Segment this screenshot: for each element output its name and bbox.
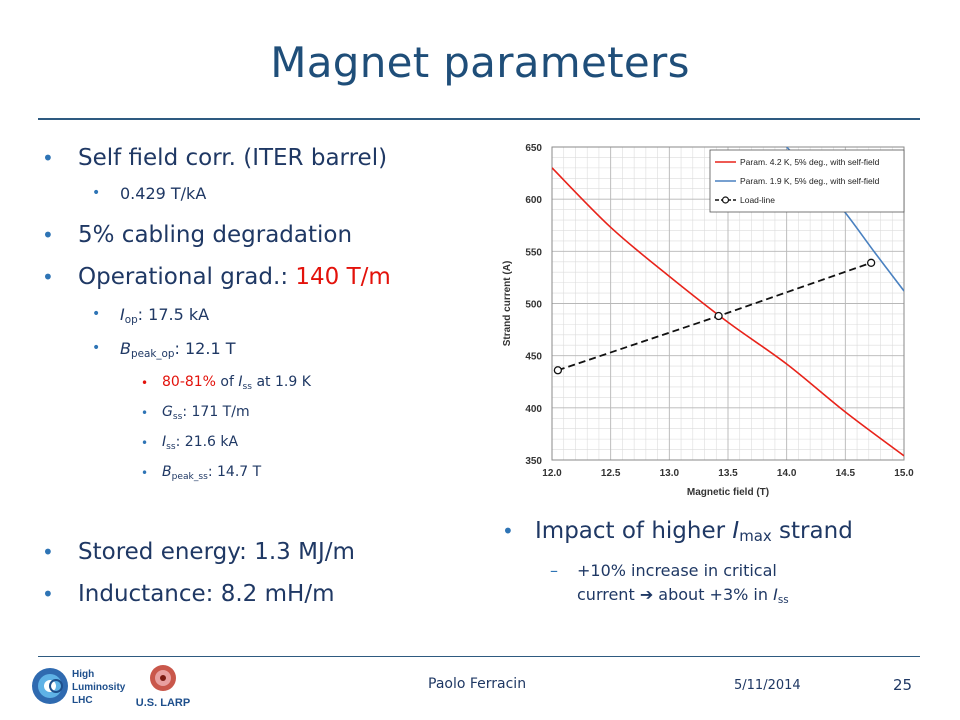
x-tick-label: 12.5 — [601, 468, 621, 479]
x-tick-label: 13.5 — [718, 468, 738, 479]
bullet-dot: • — [92, 340, 101, 356]
fraction-tail: at 1.9 K — [252, 374, 311, 390]
detail-prefix: current — [577, 585, 640, 604]
detail-line-1: +10% increase in critical — [577, 561, 777, 580]
iss-symbol: I — [162, 434, 167, 450]
plot-area-border — [551, 146, 905, 461]
legend-marker — [721, 196, 730, 204]
bullet-dot: • — [42, 265, 54, 289]
gss-symbol: G — [162, 404, 173, 420]
high-luminosity-lhc-logo: High Luminosity LHC — [32, 668, 126, 706]
bullet-dot: • — [141, 406, 149, 420]
legend-label: Param. 1.9 K, 5% deg., with self-field — [740, 176, 880, 186]
iss-value: : 21.6 kA — [175, 434, 239, 450]
load-line-point — [553, 366, 563, 375]
op-grad-value: 140 T/m — [295, 264, 391, 290]
bullet-dot: • — [141, 436, 149, 450]
bullet-self-field-value: 0.429 T/kA — [120, 184, 207, 203]
gss-subscript: ss — [172, 412, 183, 422]
bullet-gss: Gss: 171 T/m — [162, 404, 250, 422]
critical-current-chart: 12.0 12.5 13.0 13.5 14.0 14.5 15.0 350 400 450 500… — [502, 143, 914, 498]
bullet-op-grad: Operational grad.: 140 T/m — [78, 264, 391, 290]
bss-value: : 14.7 T — [207, 464, 262, 480]
y-axis-label: Strand current (A) — [502, 261, 513, 347]
fraction-subscript: ss — [242, 382, 253, 392]
dash-marker: – — [550, 561, 558, 580]
bullet-self-field: Self field corr. (ITER barrel) — [78, 145, 388, 171]
bpeak-value: : 12.1 T — [174, 339, 236, 358]
y-tick-label: 600 — [525, 195, 542, 206]
legend-label: Load-line — [740, 195, 775, 205]
x-axis-label: Magnetic field (T) — [687, 487, 769, 498]
gss-value: : 171 T/m — [182, 404, 250, 420]
page-title: Magnet parameters — [270, 38, 690, 87]
op-grad-label: Operational grad.: — [78, 264, 296, 290]
x-tick-label: 14.0 — [777, 468, 797, 479]
bullet-iss: Iss: 21.6 kA — [162, 434, 238, 452]
y-tick-label: 350 — [525, 456, 542, 467]
bpeak-subscript: peak_op — [130, 348, 175, 360]
legend-box — [709, 149, 905, 213]
detail-line-2: current ➔ about +3% in Iss — [577, 585, 789, 606]
fraction-symbol: I — [238, 374, 243, 390]
arrow-icon: ➔ — [639, 585, 654, 604]
x-tick-label: 15.0 — [894, 468, 914, 479]
detail-symbol: I — [773, 585, 778, 604]
bullet-bpeak-op: Bpeak_op: 12.1 T — [120, 339, 235, 360]
impact-symbol: I — [732, 518, 740, 544]
legend-label: Param. 4.2 K, 5% deg., with self-field — [740, 157, 880, 167]
load-line-point — [866, 258, 876, 267]
footer-author: Paolo Ferracin — [428, 676, 527, 692]
x-tick-label: 13.0 — [660, 468, 680, 479]
svg-text:U.S. LARP: U.S. LARP — [136, 697, 190, 709]
footer-date: 5/11/2014 — [734, 678, 801, 693]
x-tick-label: 14.5 — [836, 468, 856, 479]
iop-symbol: I — [120, 305, 125, 324]
bullet-dot: • — [141, 376, 149, 390]
impact-subscript: max — [739, 527, 772, 545]
iop-subscript: op — [124, 314, 138, 326]
y-tick-label: 550 — [525, 247, 542, 258]
iss-subscript: ss — [166, 442, 176, 452]
bss-subscript: peak_ss — [171, 472, 208, 482]
us-larp-logo: U.S. LARP — [136, 665, 190, 709]
bullet-bpeak-ss: Bpeak_ss: 14.7 T — [162, 464, 261, 482]
series-line-param-4-2-k-5-deg-with-self-field — [552, 167, 904, 457]
impact-prefix: Impact of higher — [535, 518, 733, 544]
fraction-value: 80-81% — [162, 374, 216, 390]
bpeak-symbol: B — [120, 339, 131, 358]
load-line-point — [714, 311, 723, 321]
bullet-dot: • — [42, 582, 54, 606]
bullet-fraction: 80-81% of Iss at 1.9 K — [162, 374, 311, 392]
y-tick-label: 500 — [525, 300, 542, 311]
bullet-dot: • — [92, 185, 101, 201]
iop-value: : 17.5 kA — [137, 305, 210, 324]
detail-middle: about +3% in — [653, 585, 774, 604]
bullet-impact: Impact of higher Imax strand — [535, 518, 853, 545]
title-divider — [38, 118, 920, 120]
bullet-dot: • — [42, 540, 54, 564]
fraction-of: of — [215, 374, 239, 390]
y-tick-label: 400 — [525, 404, 542, 415]
bullet-dot: • — [42, 146, 54, 170]
y-tick-label: 450 — [525, 352, 542, 363]
page-number: 25 — [893, 676, 913, 694]
bullet-cabling: 5% cabling degradation — [78, 222, 353, 248]
x-tick-label: 12.0 — [542, 468, 562, 479]
svg-text:High: High — [72, 669, 94, 680]
bullet-inductance: Inductance: 8.2 mH/m — [78, 581, 335, 607]
bss-symbol: B — [162, 464, 172, 480]
detail-subscript: ss — [777, 594, 789, 606]
impact-suffix: strand — [771, 518, 853, 544]
bullet-stored-energy: Stored energy: 1.3 MJ/m — [78, 539, 355, 565]
bullet-dot: • — [502, 519, 514, 543]
bullet-iop: Iop: 17.5 kA — [120, 305, 209, 326]
bullet-dot: • — [92, 306, 101, 322]
bullet-dot: • — [42, 223, 54, 247]
svg-text:LHC: LHC — [72, 695, 93, 706]
svg-text:Luminosity: Luminosity — [72, 682, 126, 693]
y-tick-label: 650 — [525, 143, 542, 154]
footer-divider — [38, 656, 920, 657]
bullet-dot: • — [141, 466, 149, 480]
